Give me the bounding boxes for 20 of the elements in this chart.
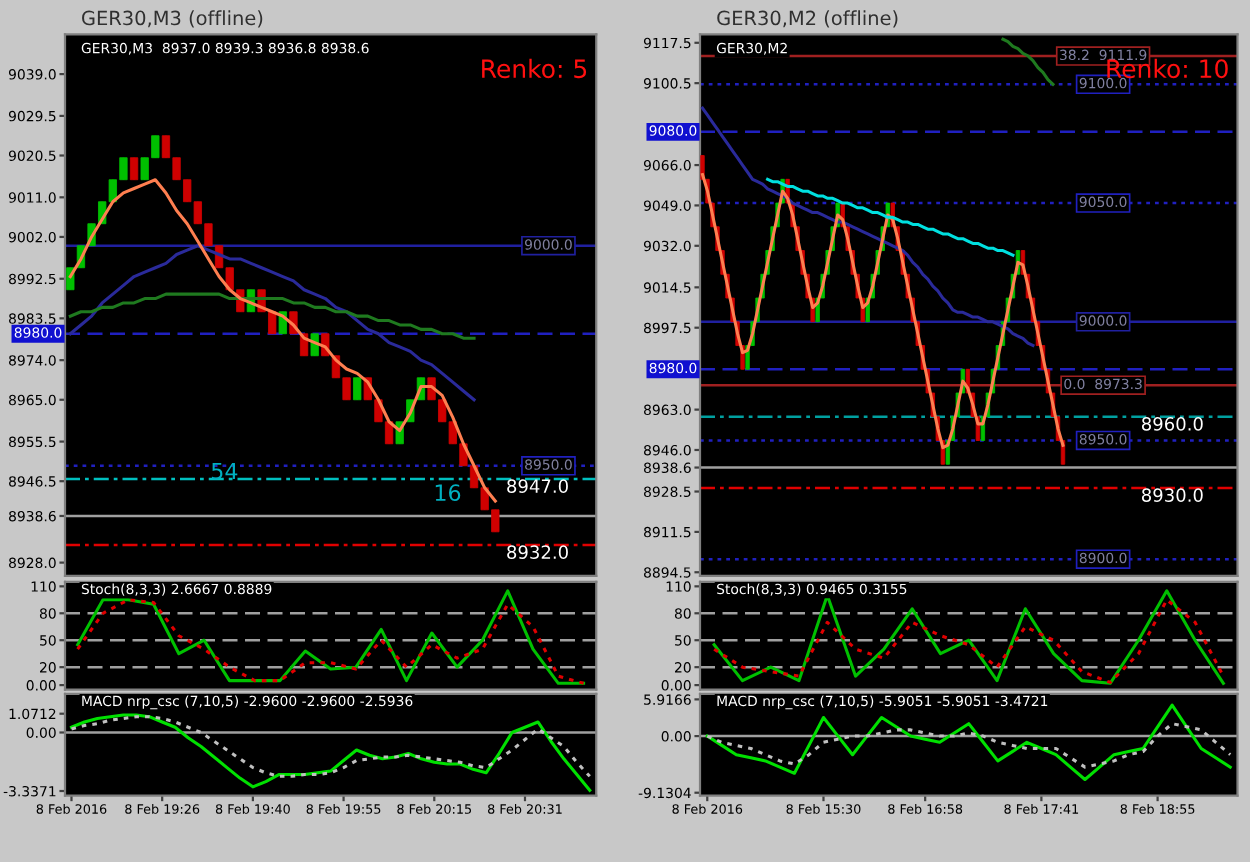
chart-title: GER30,M2 (offline) [717, 10, 898, 28]
ref-line-label: 8932.0 [507, 545, 568, 559]
ref-line-label: 8947.0 [507, 479, 568, 493]
line-series [68, 292, 476, 340]
ref-line-label: 8960.0 [1141, 417, 1203, 431]
annotation: 54 [211, 462, 238, 480]
line-series [766, 177, 1015, 257]
candlestick [129, 156, 139, 181]
line-series [705, 722, 1232, 769]
line-series [69, 715, 592, 778]
candlestick [353, 376, 362, 401]
annotation: Renko: 5 [482, 58, 587, 79]
text: Renko: 10 [1107, 58, 1228, 79]
line-series [1001, 37, 1055, 86]
line-series [69, 713, 592, 792]
line-series [700, 173, 1065, 450]
chart-title: GER30,M3 (offline) [82, 10, 263, 28]
line-series [68, 178, 497, 503]
ref-line-label: 8930.0 [1141, 488, 1203, 502]
annotation: 16 [435, 484, 461, 502]
